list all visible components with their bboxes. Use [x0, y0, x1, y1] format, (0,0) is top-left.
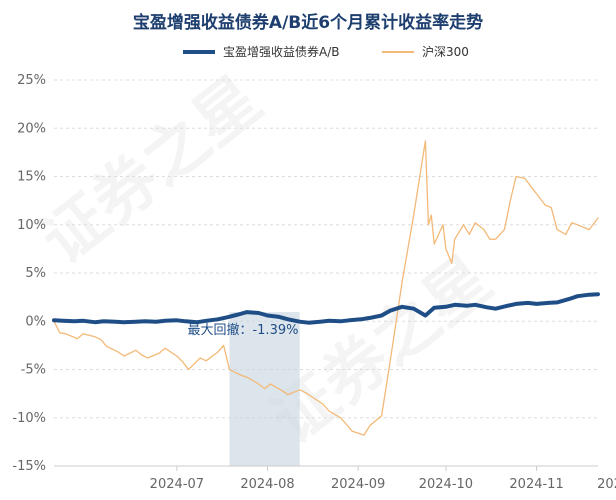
chart-title: 宝盈增强收益债券A/B近6个月累计收益率走势 — [132, 13, 484, 33]
y-tick-label: -15% — [12, 459, 46, 474]
y-tick-label: 20% — [17, 121, 46, 136]
x-tick-label: 2024-07 — [150, 477, 204, 492]
legend-item-fund: 宝盈增强收益债券A/B — [183, 43, 340, 60]
legend-swatch-fund — [183, 49, 215, 54]
x-tick-label: 2024-08 — [240, 477, 294, 492]
fund-line — [52, 292, 600, 325]
x-tick-label: 2024-12 — [597, 477, 616, 492]
x-tick-label: 2024-10 — [419, 477, 473, 492]
annotations: 最大回撤：-1.39% — [187, 322, 298, 338]
y-tick-label: 25% — [17, 73, 46, 88]
chart-legend: 宝盈增强收益债券A/B 沪深300 — [0, 43, 616, 61]
legend-item-index: 沪深300 — [382, 43, 469, 60]
y-tick-label: -10% — [12, 411, 46, 426]
x-tick-label: 2024-09 — [331, 477, 385, 492]
y-tick-label: 15% — [17, 170, 46, 185]
axis-labels: -15% -10% -5% 0% 5% 10% 15% 20% 25% 2024-07 2024-0… — [12, 73, 616, 492]
y-tick-label: -5% — [21, 363, 46, 378]
legend-label-fund: 宝盈增强收益债券A/B — [223, 45, 340, 59]
y-tick-label: 10% — [17, 218, 46, 233]
index-line — [53, 140, 599, 436]
y-tick-label: 5% — [25, 266, 46, 281]
series-lines — [52, 140, 600, 436]
y-tick-label: 0% — [25, 314, 46, 329]
legend-swatch-index — [382, 50, 414, 53]
legend-label-index: 沪深300 — [422, 45, 469, 59]
max-drawdown-label: 最大回撤：-1.39% — [187, 322, 298, 338]
x-tick-label: 2024-11 — [509, 477, 563, 492]
